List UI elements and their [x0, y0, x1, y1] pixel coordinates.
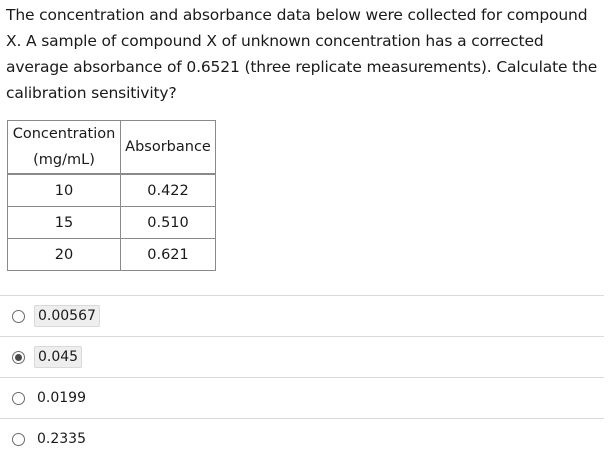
cell-absorbance: 0.621 [120, 238, 216, 271]
cell-absorbance: 0.422 [120, 173, 216, 207]
answer-options: 0.00567 0.045 0.0199 0.2335 [0, 295, 604, 459]
header-concentration-label: Concentration [12, 126, 116, 142]
radio-button[interactable] [12, 391, 25, 405]
table-row: 15 0.510 [7, 206, 216, 239]
answer-option[interactable]: 0.045 [0, 336, 604, 377]
option-label: 0.2335 [37, 431, 86, 447]
radio-button[interactable] [12, 432, 25, 446]
data-table: Concentration (mg/mL) Absorbance 10 0.42… [7, 120, 216, 271]
answer-option[interactable]: 0.0199 [0, 377, 604, 418]
table-row: 10 0.422 [7, 173, 216, 207]
cell-absorbance: 0.510 [120, 206, 216, 239]
question-text: The concentration and absorbance data be… [6, 6, 598, 102]
cell-concentration: 20 [7, 238, 121, 271]
header-concentration-unit: (mg/mL) [33, 152, 95, 168]
option-label: 0.00567 [34, 305, 100, 327]
radio-button[interactable] [12, 309, 25, 323]
answer-option[interactable]: 0.2335 [0, 418, 604, 459]
header-absorbance: Absorbance [120, 120, 216, 175]
header-concentration: Concentration (mg/mL) [7, 120, 121, 175]
cell-concentration: 15 [7, 206, 121, 239]
radio-button-selected[interactable] [12, 350, 25, 364]
table-header-row: Concentration (mg/mL) Absorbance [7, 120, 216, 175]
option-label: 0.045 [34, 346, 83, 368]
table-row: 20 0.621 [7, 238, 216, 271]
cell-concentration: 10 [7, 173, 121, 207]
answer-option[interactable]: 0.00567 [0, 295, 604, 336]
option-label: 0.0199 [37, 390, 86, 406]
